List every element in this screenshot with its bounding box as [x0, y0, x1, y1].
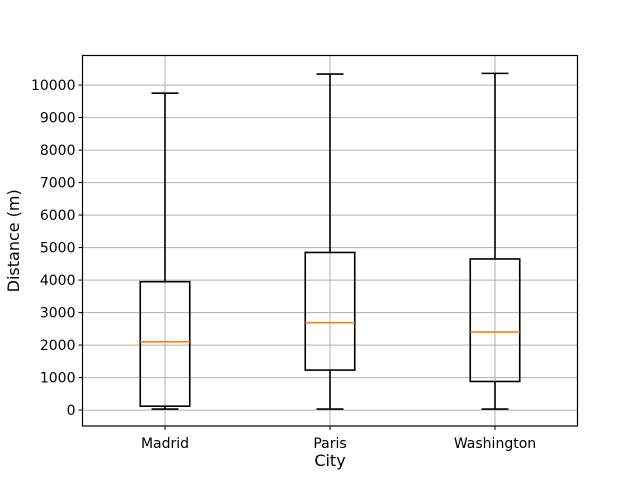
y-tick-label: 0	[67, 403, 76, 419]
y-tick-label: 3000	[40, 306, 76, 322]
iqr-box	[304, 251, 356, 371]
y-tick-label: 4000	[40, 273, 76, 289]
iqr-box	[469, 258, 521, 383]
y-tick-label: 1000	[40, 371, 76, 387]
x-tick-label: Paris	[313, 436, 346, 452]
iqr-box	[139, 280, 191, 407]
y-tick-label: 5000	[40, 241, 76, 257]
x-axis-label: City	[314, 451, 345, 470]
box-layer	[139, 72, 521, 410]
x-tick-label: Madrid	[141, 436, 189, 452]
axes-layer: 0 1000 2000 3000 4000 5000 6000 7000 8000 9000 100…	[31, 54, 579, 452]
y-axis-label: Distance (m)	[4, 189, 23, 292]
y-tick-label: 8000	[40, 143, 76, 159]
x-tick-label: Washington	[454, 436, 536, 452]
y-tick-label: 9000	[40, 111, 76, 127]
y-tick-label: 7000	[40, 176, 76, 192]
y-tick-label: 6000	[40, 208, 76, 224]
y-tick-label: 10000	[31, 78, 76, 94]
y-tick-label: 2000	[40, 338, 76, 354]
